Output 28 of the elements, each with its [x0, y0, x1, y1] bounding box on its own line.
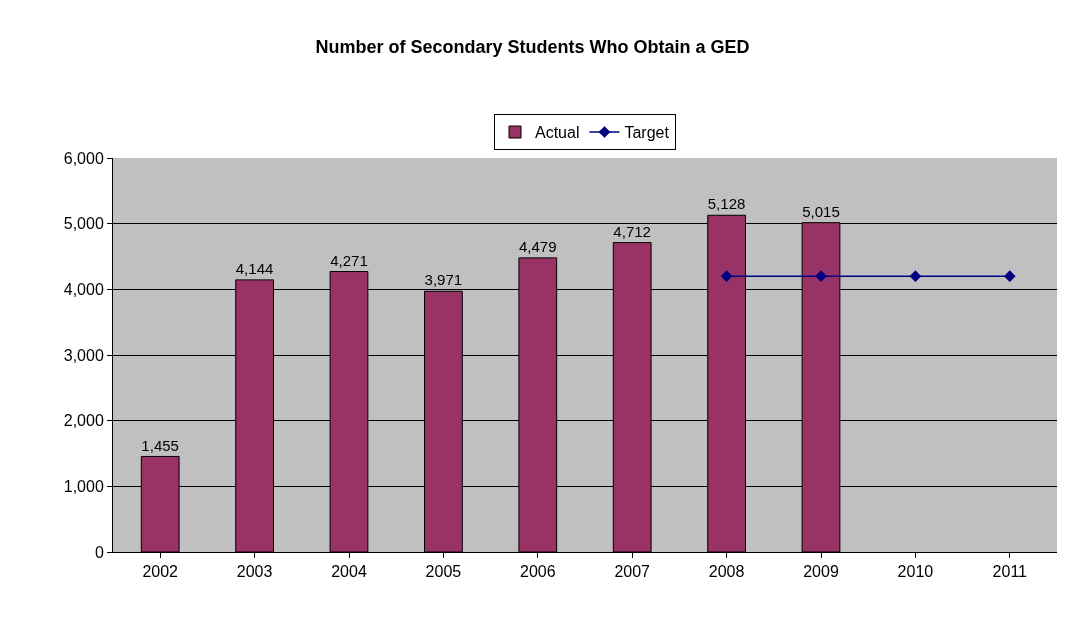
data-label: 5,015 [802, 202, 840, 220]
data-label: 4,479 [518, 238, 557, 256]
y-tick-label: 5,000 [63, 215, 104, 233]
x-tick-label: 2007 [614, 563, 651, 581]
x-tick-label: 2010 [897, 563, 934, 581]
y-tick-label: 6,000 [63, 149, 104, 167]
chart-title: Number of Secondary Students Who Obtain a GED [315, 36, 750, 57]
x-tick-label: 2002 [142, 563, 179, 581]
data-label: 4,712 [613, 222, 651, 240]
data-label: 4,271 [330, 251, 368, 269]
legend-label: Actual [535, 124, 580, 142]
x-tick-label: 2005 [425, 563, 462, 581]
y-tick-label: 2,000 [63, 412, 104, 430]
y-tick-label: 3,000 [63, 346, 104, 364]
x-tick-label: 2008 [708, 563, 745, 581]
data-label: 1,455 [141, 436, 179, 454]
x-tick-label: 2011 [992, 563, 1028, 581]
y-tick-label: 0 [94, 543, 104, 561]
data-label: 3,971 [424, 271, 463, 289]
x-tick-label: 2006 [520, 563, 556, 581]
x-tick-label: 2003 [236, 563, 273, 581]
x-tick-label: 2004 [331, 563, 367, 581]
y-tick-label: 1,000 [63, 477, 104, 495]
data-label: 4,144 [235, 260, 274, 278]
y-tick-label: 4,000 [63, 280, 104, 298]
legend-label: Target [624, 124, 670, 142]
x-tick-label: 2009 [803, 563, 839, 581]
data-label: 5,128 [707, 195, 746, 213]
